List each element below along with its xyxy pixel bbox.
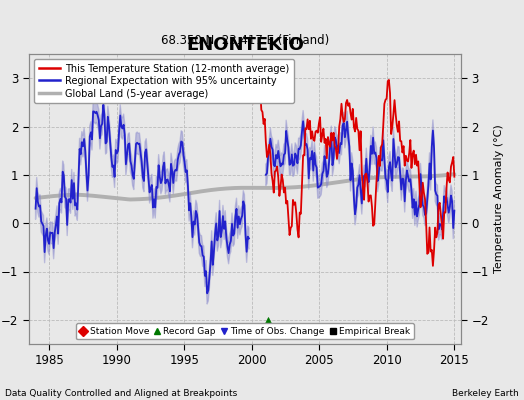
Text: 68.350 N, 23.417 E (Finland): 68.350 N, 23.417 E (Finland) <box>161 34 329 47</box>
Y-axis label: Temperature Anomaly (°C): Temperature Anomaly (°C) <box>495 125 505 273</box>
Legend: Station Move, Record Gap, Time of Obs. Change, Empirical Break: Station Move, Record Gap, Time of Obs. C… <box>76 323 414 340</box>
Text: Berkeley Earth: Berkeley Earth <box>452 389 519 398</box>
Text: Data Quality Controlled and Aligned at Breakpoints: Data Quality Controlled and Aligned at B… <box>5 389 237 398</box>
Title: ENONTEKIO: ENONTEKIO <box>186 36 304 54</box>
